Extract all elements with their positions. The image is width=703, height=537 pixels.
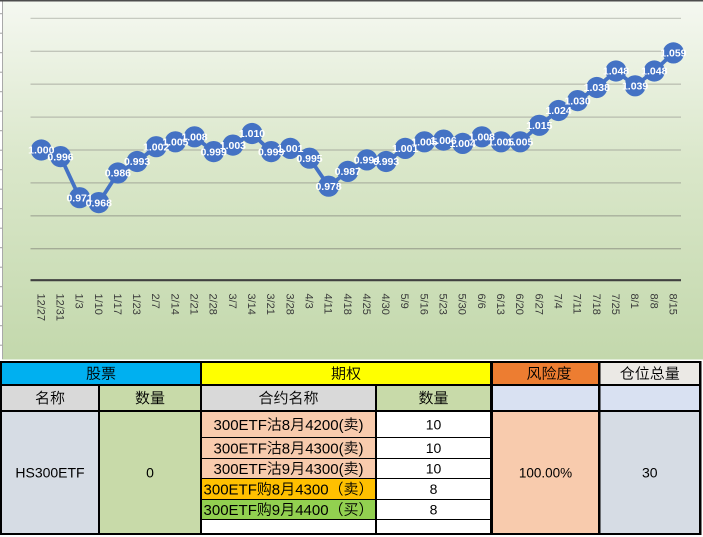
svg-text:1.005: 1.005 (507, 137, 533, 149)
svg-text:3/21: 3/21 (264, 294, 276, 315)
svg-text:8: 8 (272, 481, 280, 498)
svg-text:6/20: 6/20 (513, 294, 525, 315)
svg-text:): ) (359, 461, 364, 478)
svg-text:4300: 4300 (295, 481, 328, 498)
svg-text:8/8: 8/8 (647, 294, 659, 309)
svg-text:5/16: 5/16 (417, 294, 429, 315)
svg-text:300ETF: 300ETF (214, 461, 267, 478)
svg-text:1.048: 1.048 (641, 66, 667, 78)
svg-text:1/3: 1/3 (73, 294, 85, 309)
svg-text:1.005: 1.005 (162, 137, 188, 149)
svg-text:7/4: 7/4 (552, 294, 564, 309)
svg-text:3/28: 3/28 (283, 294, 295, 315)
svg-text:4300(: 4300( (305, 461, 343, 478)
svg-text:0.986: 0.986 (105, 168, 131, 180)
svg-text:9: 9 (282, 461, 290, 478)
svg-text:1/23: 1/23 (130, 294, 142, 315)
svg-text:1/17: 1/17 (111, 294, 123, 315)
svg-text:1.015: 1.015 (526, 120, 552, 132)
svg-text:1.005: 1.005 (488, 137, 514, 149)
svg-text:1.004: 1.004 (450, 138, 476, 150)
svg-text:0.993: 0.993 (124, 156, 150, 168)
svg-text:8/1: 8/1 (628, 294, 640, 309)
svg-text:2/7: 2/7 (149, 294, 161, 309)
svg-text:2/28: 2/28 (207, 294, 219, 315)
svg-text:): ) (359, 417, 364, 434)
svg-text:1.010: 1.010 (239, 128, 265, 140)
svg-text:8: 8 (430, 481, 438, 497)
svg-text:300ETF: 300ETF (214, 440, 267, 457)
svg-text:7/18: 7/18 (590, 294, 602, 315)
svg-text:300ETF: 300ETF (214, 417, 267, 434)
svg-text:0.996: 0.996 (47, 151, 73, 163)
svg-text:3/14: 3/14 (245, 294, 257, 315)
svg-text:12/31: 12/31 (54, 294, 66, 322)
svg-text:1.024: 1.024 (545, 105, 571, 117)
svg-text:1.006: 1.006 (430, 135, 456, 147)
svg-text:6/27: 6/27 (532, 294, 544, 315)
svg-text:1.001: 1.001 (392, 143, 418, 155)
svg-text:0.993: 0.993 (373, 156, 399, 168)
svg-text:9: 9 (272, 502, 280, 519)
svg-text:1.001: 1.001 (277, 143, 303, 155)
svg-text:0.995: 0.995 (296, 153, 322, 165)
svg-text:0.978: 0.978 (315, 181, 341, 193)
svg-text:1.003: 1.003 (220, 140, 246, 152)
svg-text:5/23: 5/23 (437, 294, 449, 315)
svg-text:8: 8 (282, 417, 290, 434)
svg-text:1.008: 1.008 (469, 132, 495, 144)
svg-text:4/11: 4/11 (322, 294, 334, 315)
svg-text:7/25: 7/25 (609, 294, 621, 315)
svg-text:5/30: 5/30 (456, 294, 468, 315)
svg-text:6/6: 6/6 (475, 294, 487, 309)
svg-text:1.002: 1.002 (143, 141, 169, 153)
svg-text:4200(: 4200( (305, 417, 343, 434)
svg-text:30: 30 (642, 465, 658, 481)
svg-text:12/27: 12/27 (34, 294, 46, 322)
svg-text:1.005: 1.005 (411, 137, 437, 149)
svg-text:4/25: 4/25 (360, 294, 372, 315)
svg-text:HS300ETF: HS300ETF (15, 465, 84, 481)
svg-text:5/9: 5/9 (398, 294, 410, 309)
svg-text:2/14: 2/14 (168, 294, 180, 315)
svg-text:4/30: 4/30 (379, 294, 391, 315)
svg-text:1.059: 1.059 (660, 48, 686, 60)
svg-text:1.000: 1.000 (28, 145, 54, 157)
svg-text:): ) (359, 440, 364, 457)
svg-text:10: 10 (426, 417, 442, 433)
svg-text:1.039: 1.039 (622, 81, 648, 93)
svg-text:0.999: 0.999 (258, 146, 284, 158)
svg-text:3/7: 3/7 (226, 294, 238, 309)
svg-text:7/11: 7/11 (571, 294, 583, 315)
svg-text:100.00%: 100.00% (519, 465, 572, 480)
svg-text:300ETF: 300ETF (204, 502, 257, 519)
svg-text:4/3: 4/3 (303, 294, 315, 309)
svg-text:10: 10 (426, 461, 442, 477)
svg-text:0.971: 0.971 (66, 192, 92, 204)
svg-text:8/15: 8/15 (666, 294, 678, 315)
svg-text:0.987: 0.987 (335, 166, 361, 178)
svg-text:1.008: 1.008 (181, 132, 207, 144)
svg-text:0: 0 (146, 465, 154, 481)
svg-text:4/18: 4/18 (341, 294, 353, 315)
svg-text:4400: 4400 (295, 502, 328, 519)
svg-text:1.030: 1.030 (564, 95, 590, 107)
svg-text:2/21: 2/21 (188, 294, 200, 315)
svg-text:6/13: 6/13 (494, 294, 506, 315)
svg-text:4300(: 4300( (305, 440, 343, 457)
svg-text:8: 8 (430, 502, 438, 518)
svg-text:1/10: 1/10 (92, 294, 104, 315)
svg-text:0.994: 0.994 (354, 155, 380, 167)
svg-text:10: 10 (426, 440, 442, 456)
svg-text:300ETF: 300ETF (204, 481, 257, 498)
svg-text:1.038: 1.038 (584, 82, 610, 94)
svg-text:0.968: 0.968 (86, 197, 112, 209)
svg-text:1.048: 1.048 (603, 66, 629, 78)
svg-text:8: 8 (282, 440, 290, 457)
svg-text:0.999: 0.999 (201, 146, 227, 158)
